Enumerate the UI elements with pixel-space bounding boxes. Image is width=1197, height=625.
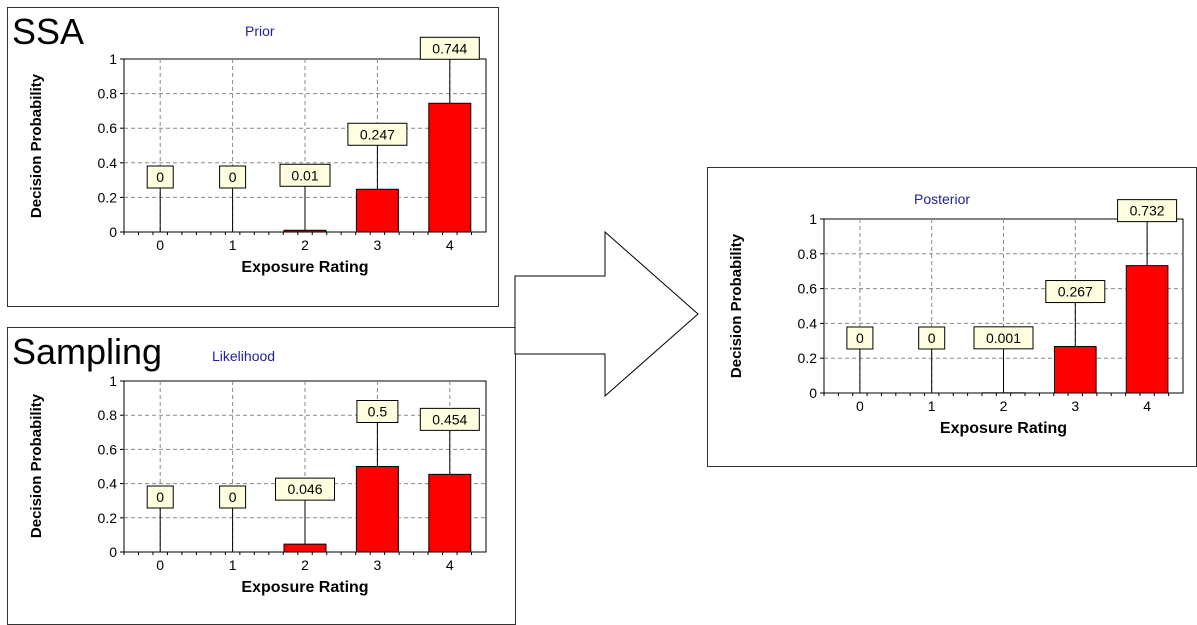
bar	[1053, 346, 1097, 394]
posterior-chart: 0 0.2 0.4 0.6 0.8 1 0 1 2 3 4 0 0 0.001 0.267 0.732 Expo…	[728, 199, 1184, 437]
x-tick-label: 1	[229, 237, 237, 253]
data-label-box	[356, 400, 399, 423]
y-tick-label: 1	[809, 211, 817, 227]
data-label: 0.247	[360, 126, 395, 142]
data-label: 0.001	[986, 330, 1021, 346]
x-tick-label: 2	[1000, 398, 1008, 414]
data-label: 0	[156, 489, 164, 505]
data-label-box	[219, 485, 247, 509]
sampling-heading: Sampling	[12, 331, 163, 372]
prior-chart-panel: SSA Prior 0 0.2 0.4 0.6 0.8 1 0 1 2 3 4 0 0 0.01 0.247…	[7, 7, 499, 307]
posterior-chart-title: Posterior	[914, 191, 971, 207]
bar	[355, 188, 399, 233]
y-tick-label: 0.2	[98, 189, 118, 205]
data-label-box	[146, 485, 174, 509]
x-tick-label: 3	[374, 237, 382, 253]
data-label: 0	[156, 169, 164, 185]
y-tick-label: 0.8	[798, 246, 818, 262]
bar	[1125, 265, 1169, 394]
data-label-box	[846, 326, 874, 350]
data-label-box	[219, 165, 247, 189]
y-axis-label: Decision Probability	[28, 73, 45, 218]
y-tick-label: 1	[109, 51, 117, 67]
x-tick-label: 4	[1143, 398, 1151, 414]
y-tick-label: 0.6	[98, 120, 118, 136]
y-tick-label: 0.2	[98, 510, 118, 526]
x-tick-label: 3	[374, 557, 382, 573]
y-tick-label: 0.2	[798, 350, 818, 366]
x-tick-label: 2	[301, 237, 309, 253]
x-tick-label: 0	[856, 398, 864, 414]
ssa-heading: SSA	[12, 11, 85, 52]
data-label: 0	[229, 169, 237, 185]
data-label: 0	[928, 330, 936, 346]
bar	[428, 473, 472, 553]
x-tick-label: 0	[156, 237, 164, 253]
x-axis-label: Exposure Rating	[241, 579, 368, 596]
data-label: 0	[229, 489, 237, 505]
data-label: 0.732	[1130, 203, 1165, 219]
y-axis-label: Decision Probability	[728, 233, 745, 378]
data-label: 0.454	[432, 411, 467, 427]
x-tick-label: 2	[301, 557, 309, 573]
bar	[283, 229, 327, 233]
data-label-box	[1117, 199, 1178, 223]
data-label: 0	[856, 330, 864, 346]
prior-chart: 0 0.2 0.4 0.6 0.8 1 0 1 2 3 4 0 0 0.01 0.247 0.744 Expos…	[28, 36, 487, 276]
y-axis-label: Decision Probability	[28, 393, 45, 538]
data-label: 0.5	[368, 404, 388, 420]
y-tick-label: 0	[809, 385, 817, 401]
data-label: 0.01	[291, 167, 318, 183]
y-tick-label: 1	[109, 373, 117, 389]
x-tick-label: 1	[229, 557, 237, 573]
y-tick-label: 0.8	[98, 407, 118, 423]
x-tick-label: 4	[446, 557, 454, 573]
y-tick-label: 0	[109, 544, 117, 560]
y-tick-label: 0.4	[798, 315, 818, 331]
data-label-box	[419, 36, 480, 60]
y-tick-label: 0.4	[98, 155, 118, 171]
data-label: 0.267	[1058, 284, 1093, 300]
y-tick-label: 0.8	[98, 86, 118, 102]
x-axis-label: Exposure Rating	[940, 420, 1067, 437]
likelihood-chart-panel: Sampling Likelihood 0 0.2 0.4 0.6 0.8 1 0 1 2 3 4 0…	[7, 327, 516, 625]
data-label-box	[973, 326, 1034, 350]
y-tick-label: 0.6	[798, 281, 818, 297]
posterior-chart-panel: Posterior 0 0.2 0.4 0.6 0.8 1 0 1 2 3 4 0 0 0.001 0.26…	[707, 167, 1197, 467]
likelihood-chart-title: Likelihood	[212, 348, 276, 364]
y-tick-label: 0	[109, 224, 117, 240]
data-label: 0.046	[287, 481, 322, 497]
x-tick-label: 4	[446, 237, 454, 253]
x-tick-label: 0	[156, 557, 164, 573]
right-arrow-icon	[514, 230, 699, 398]
data-label-box	[347, 122, 408, 146]
bar	[355, 466, 399, 553]
data-label-box	[918, 326, 946, 350]
likelihood-chart: 0 0.2 0.4 0.6 0.8 1 0 1 2 3 4 0 0 0.046 0.5 0.454 Exposu…	[28, 373, 487, 596]
data-label-box	[1045, 280, 1106, 304]
data-label-box	[146, 165, 174, 189]
x-tick-label: 3	[1071, 398, 1079, 414]
data-label-box	[419, 407, 480, 431]
y-tick-label: 0.4	[98, 476, 118, 492]
bar	[428, 102, 472, 233]
y-tick-label: 0.6	[98, 441, 118, 457]
data-label-box	[275, 477, 335, 501]
data-label-box	[279, 163, 331, 187]
bar	[283, 543, 327, 553]
prior-chart-title: Prior	[245, 23, 275, 39]
data-label: 0.744	[432, 40, 467, 56]
x-tick-label: 1	[928, 398, 936, 414]
x-axis-label: Exposure Rating	[241, 259, 368, 276]
